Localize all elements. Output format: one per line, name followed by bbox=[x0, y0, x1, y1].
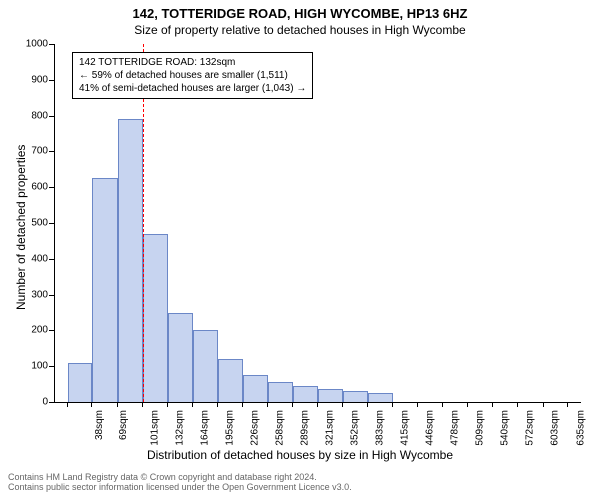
x-axis-label: Distribution of detached houses by size … bbox=[0, 448, 600, 462]
y-tick-label: 600 bbox=[31, 182, 48, 193]
histogram-bar bbox=[268, 382, 294, 402]
y-tick-label: 800 bbox=[31, 110, 48, 121]
histogram-chart: 142, TOTTERIDGE ROAD, HIGH WYCOMBE, HP13… bbox=[0, 0, 600, 500]
histogram-bar bbox=[68, 363, 93, 402]
chart-title: 142, TOTTERIDGE ROAD, HIGH WYCOMBE, HP13… bbox=[0, 0, 600, 21]
histogram-bar bbox=[193, 330, 218, 402]
histogram-bar bbox=[343, 391, 369, 402]
x-tick-label: 383sqm bbox=[374, 410, 385, 446]
x-tick-label: 132sqm bbox=[174, 410, 185, 446]
histogram-bar bbox=[118, 119, 143, 402]
y-tick-label: 500 bbox=[31, 218, 48, 229]
x-tick-label: 195sqm bbox=[224, 410, 235, 446]
x-tick-label: 258sqm bbox=[275, 410, 286, 446]
x-tick-label: 164sqm bbox=[200, 410, 211, 446]
histogram-bar bbox=[218, 359, 244, 402]
footer-line2: Contains public sector information licen… bbox=[8, 482, 352, 492]
x-tick-label: 38sqm bbox=[94, 410, 105, 440]
y-tick-label: 100 bbox=[31, 361, 48, 372]
x-tick-label: 603sqm bbox=[550, 410, 561, 446]
x-tick-label: 635sqm bbox=[575, 410, 586, 446]
footer-text: Contains HM Land Registry data © Crown c… bbox=[0, 472, 352, 492]
annotation-line3: 41% of semi-detached houses are larger (… bbox=[79, 82, 306, 95]
chart-subtitle: Size of property relative to detached ho… bbox=[0, 21, 600, 37]
y-tick-label: 0 bbox=[42, 397, 48, 408]
footer-line1: Contains HM Land Registry data © Crown c… bbox=[8, 472, 352, 482]
histogram-bar bbox=[143, 234, 169, 402]
x-tick-label: 446sqm bbox=[424, 410, 435, 446]
x-tick-label: 321sqm bbox=[325, 410, 336, 446]
y-axis-label: Number of detached properties bbox=[14, 145, 28, 310]
x-tick-label: 415sqm bbox=[400, 410, 411, 446]
x-tick-label: 69sqm bbox=[118, 410, 129, 440]
histogram-bar bbox=[293, 386, 318, 402]
histogram-bar bbox=[368, 393, 393, 402]
histogram-bar bbox=[243, 375, 268, 402]
x-tick-label: 289sqm bbox=[299, 410, 310, 446]
x-tick-label: 101sqm bbox=[150, 410, 161, 446]
x-tick-label: 478sqm bbox=[450, 410, 461, 446]
annotation-box: 142 TOTTERIDGE ROAD: 132sqm ← 59% of det… bbox=[72, 52, 313, 99]
histogram-bar bbox=[92, 178, 118, 402]
x-tick-label: 540sqm bbox=[499, 410, 510, 446]
x-tick-label: 509sqm bbox=[475, 410, 486, 446]
y-tick-label: 700 bbox=[31, 146, 48, 157]
annotation-line1: 142 TOTTERIDGE ROAD: 132sqm bbox=[79, 56, 306, 69]
annotation-line2: ← 59% of detached houses are smaller (1,… bbox=[79, 69, 306, 82]
x-tick-label: 572sqm bbox=[525, 410, 536, 446]
histogram-bar bbox=[168, 313, 193, 403]
histogram-bar bbox=[318, 389, 343, 402]
y-tick-label: 200 bbox=[31, 325, 48, 336]
x-tick-label: 226sqm bbox=[249, 410, 260, 446]
y-tick-label: 1000 bbox=[26, 39, 48, 50]
x-tick-label: 352sqm bbox=[350, 410, 361, 446]
y-tick-label: 400 bbox=[31, 253, 48, 264]
y-tick-label: 900 bbox=[31, 74, 48, 85]
y-tick-label: 300 bbox=[31, 289, 48, 300]
